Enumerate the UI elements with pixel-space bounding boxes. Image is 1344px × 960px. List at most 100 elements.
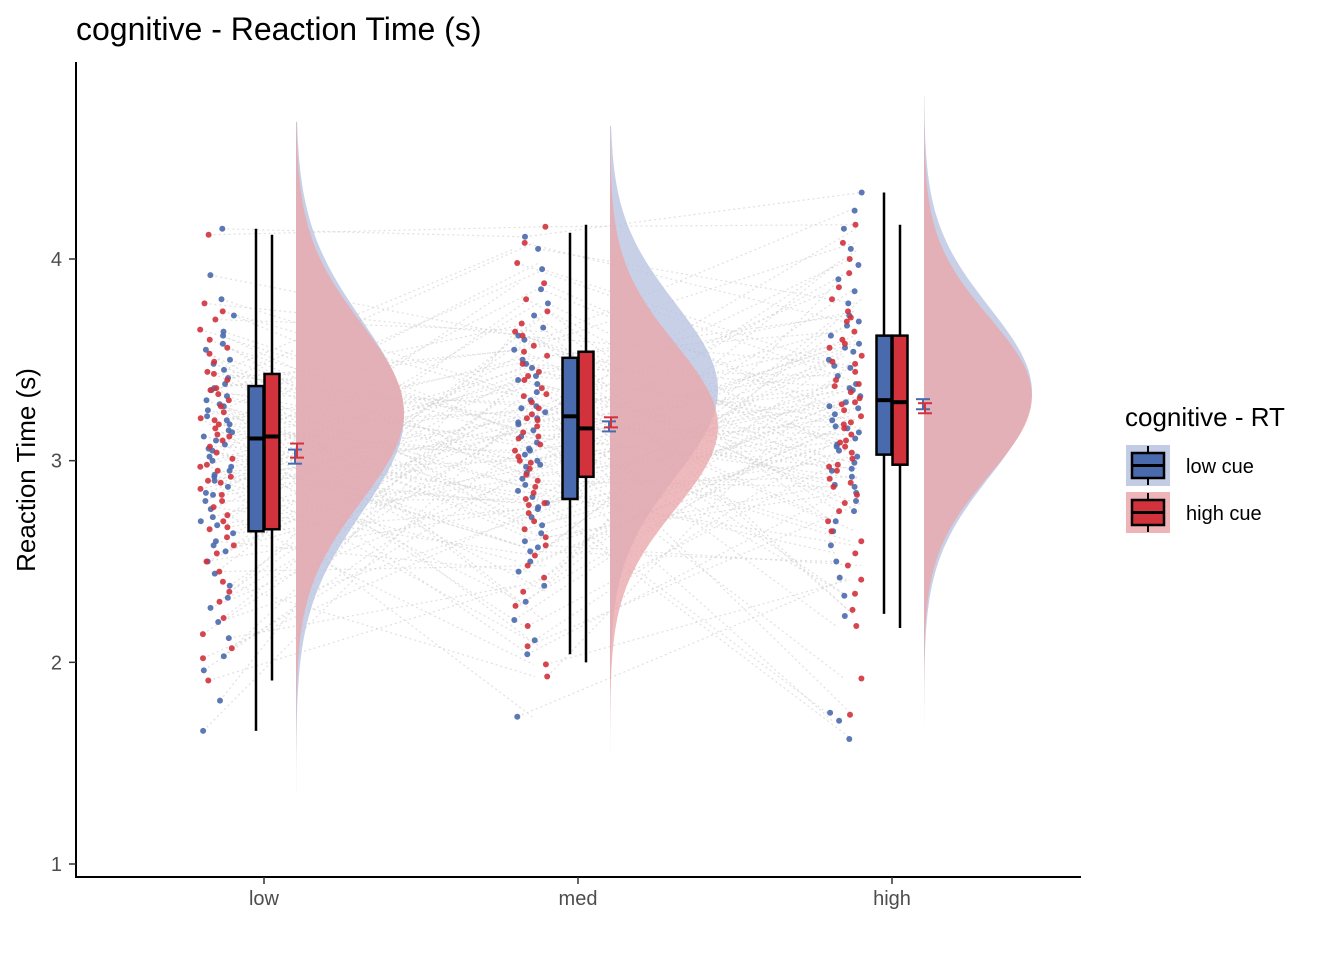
data-point bbox=[215, 391, 222, 398]
data-point bbox=[225, 635, 232, 642]
connection-line bbox=[222, 228, 526, 238]
data-point bbox=[534, 477, 541, 484]
data-point bbox=[521, 526, 528, 533]
data-point bbox=[226, 467, 233, 474]
y-tick-label: 4 bbox=[51, 249, 62, 271]
connection-line bbox=[227, 486, 533, 718]
data-point bbox=[523, 471, 530, 478]
data-point bbox=[852, 360, 859, 367]
data-point bbox=[528, 399, 535, 406]
connection-line bbox=[527, 423, 849, 567]
chart-title: cognitive - Reaction Time (s) bbox=[76, 11, 481, 47]
data-point bbox=[524, 651, 531, 658]
data-point bbox=[858, 352, 865, 359]
box-low-cue-low bbox=[247, 384, 265, 533]
data-point bbox=[520, 588, 527, 595]
data-point bbox=[833, 558, 840, 565]
data-point bbox=[538, 286, 544, 293]
data-point bbox=[855, 429, 862, 436]
data-point bbox=[840, 225, 847, 232]
connection-line bbox=[233, 508, 525, 534]
data-point bbox=[825, 518, 832, 525]
data-point bbox=[535, 245, 542, 252]
data-point bbox=[833, 377, 839, 383]
data-point bbox=[828, 528, 835, 535]
data-point bbox=[226, 421, 233, 428]
data-point bbox=[847, 479, 854, 486]
data-point bbox=[537, 461, 544, 468]
data-point bbox=[202, 498, 209, 504]
data-point bbox=[215, 421, 222, 428]
data-point bbox=[829, 417, 836, 424]
data-point bbox=[529, 364, 535, 371]
density-high-cue-low bbox=[296, 121, 404, 838]
data-point bbox=[853, 498, 859, 504]
box-high-cue-high bbox=[891, 334, 909, 466]
connection-line bbox=[213, 363, 539, 480]
data-point bbox=[539, 266, 546, 273]
connection-line bbox=[210, 274, 539, 341]
data-point bbox=[527, 459, 534, 466]
x-tick-label: high bbox=[873, 888, 911, 910]
data-point bbox=[228, 645, 235, 652]
data-point bbox=[222, 548, 229, 555]
connection-line bbox=[537, 383, 854, 464]
data-point bbox=[214, 522, 221, 529]
connection-line bbox=[226, 371, 529, 538]
data-point bbox=[522, 496, 529, 502]
data-point bbox=[224, 377, 231, 383]
connection-line bbox=[220, 405, 525, 488]
data-point bbox=[514, 260, 521, 266]
data-point bbox=[216, 598, 223, 605]
density-high-cue-high bbox=[924, 95, 1032, 830]
data-point bbox=[210, 542, 217, 549]
data-point bbox=[544, 352, 551, 359]
data-point bbox=[826, 403, 833, 410]
connection-line bbox=[537, 248, 855, 304]
data-point bbox=[544, 673, 551, 680]
data-point bbox=[230, 312, 237, 319]
data-point bbox=[853, 623, 860, 629]
data-point bbox=[519, 356, 526, 363]
data-point bbox=[833, 443, 840, 450]
data-point bbox=[203, 558, 210, 565]
connection-line bbox=[539, 444, 845, 679]
connection-line bbox=[541, 395, 857, 526]
connection-line bbox=[206, 464, 541, 647]
data-point bbox=[541, 500, 548, 506]
data-point bbox=[543, 391, 550, 398]
data-point bbox=[525, 510, 532, 517]
connection-line bbox=[213, 506, 536, 557]
data-point bbox=[218, 491, 225, 498]
data-point bbox=[534, 423, 541, 430]
data-point bbox=[521, 348, 527, 355]
data-point bbox=[847, 364, 854, 371]
connection-line bbox=[545, 494, 832, 538]
data-point bbox=[855, 405, 862, 412]
data-point bbox=[197, 463, 204, 470]
data-point bbox=[839, 239, 846, 246]
data-point bbox=[534, 381, 541, 387]
data-point bbox=[515, 419, 522, 426]
connection-line bbox=[223, 405, 527, 526]
data-point bbox=[522, 233, 528, 240]
data-point bbox=[841, 592, 848, 599]
data-point bbox=[837, 439, 844, 446]
connection-line bbox=[227, 514, 534, 665]
data-point bbox=[544, 308, 551, 315]
mean-error-bars bbox=[288, 398, 932, 465]
data-point bbox=[219, 437, 226, 444]
data-point bbox=[226, 433, 233, 440]
connection-line bbox=[216, 462, 525, 554]
data-point bbox=[542, 534, 549, 541]
data-point bbox=[848, 431, 855, 438]
connection-line bbox=[517, 577, 850, 718]
data-point bbox=[219, 308, 226, 315]
data-point bbox=[207, 604, 214, 611]
data-point bbox=[542, 661, 549, 668]
jittered-points bbox=[197, 189, 865, 742]
data-point bbox=[524, 643, 531, 650]
box-low-cue-high bbox=[875, 334, 893, 456]
data-point bbox=[849, 606, 856, 613]
data-point bbox=[854, 453, 861, 460]
